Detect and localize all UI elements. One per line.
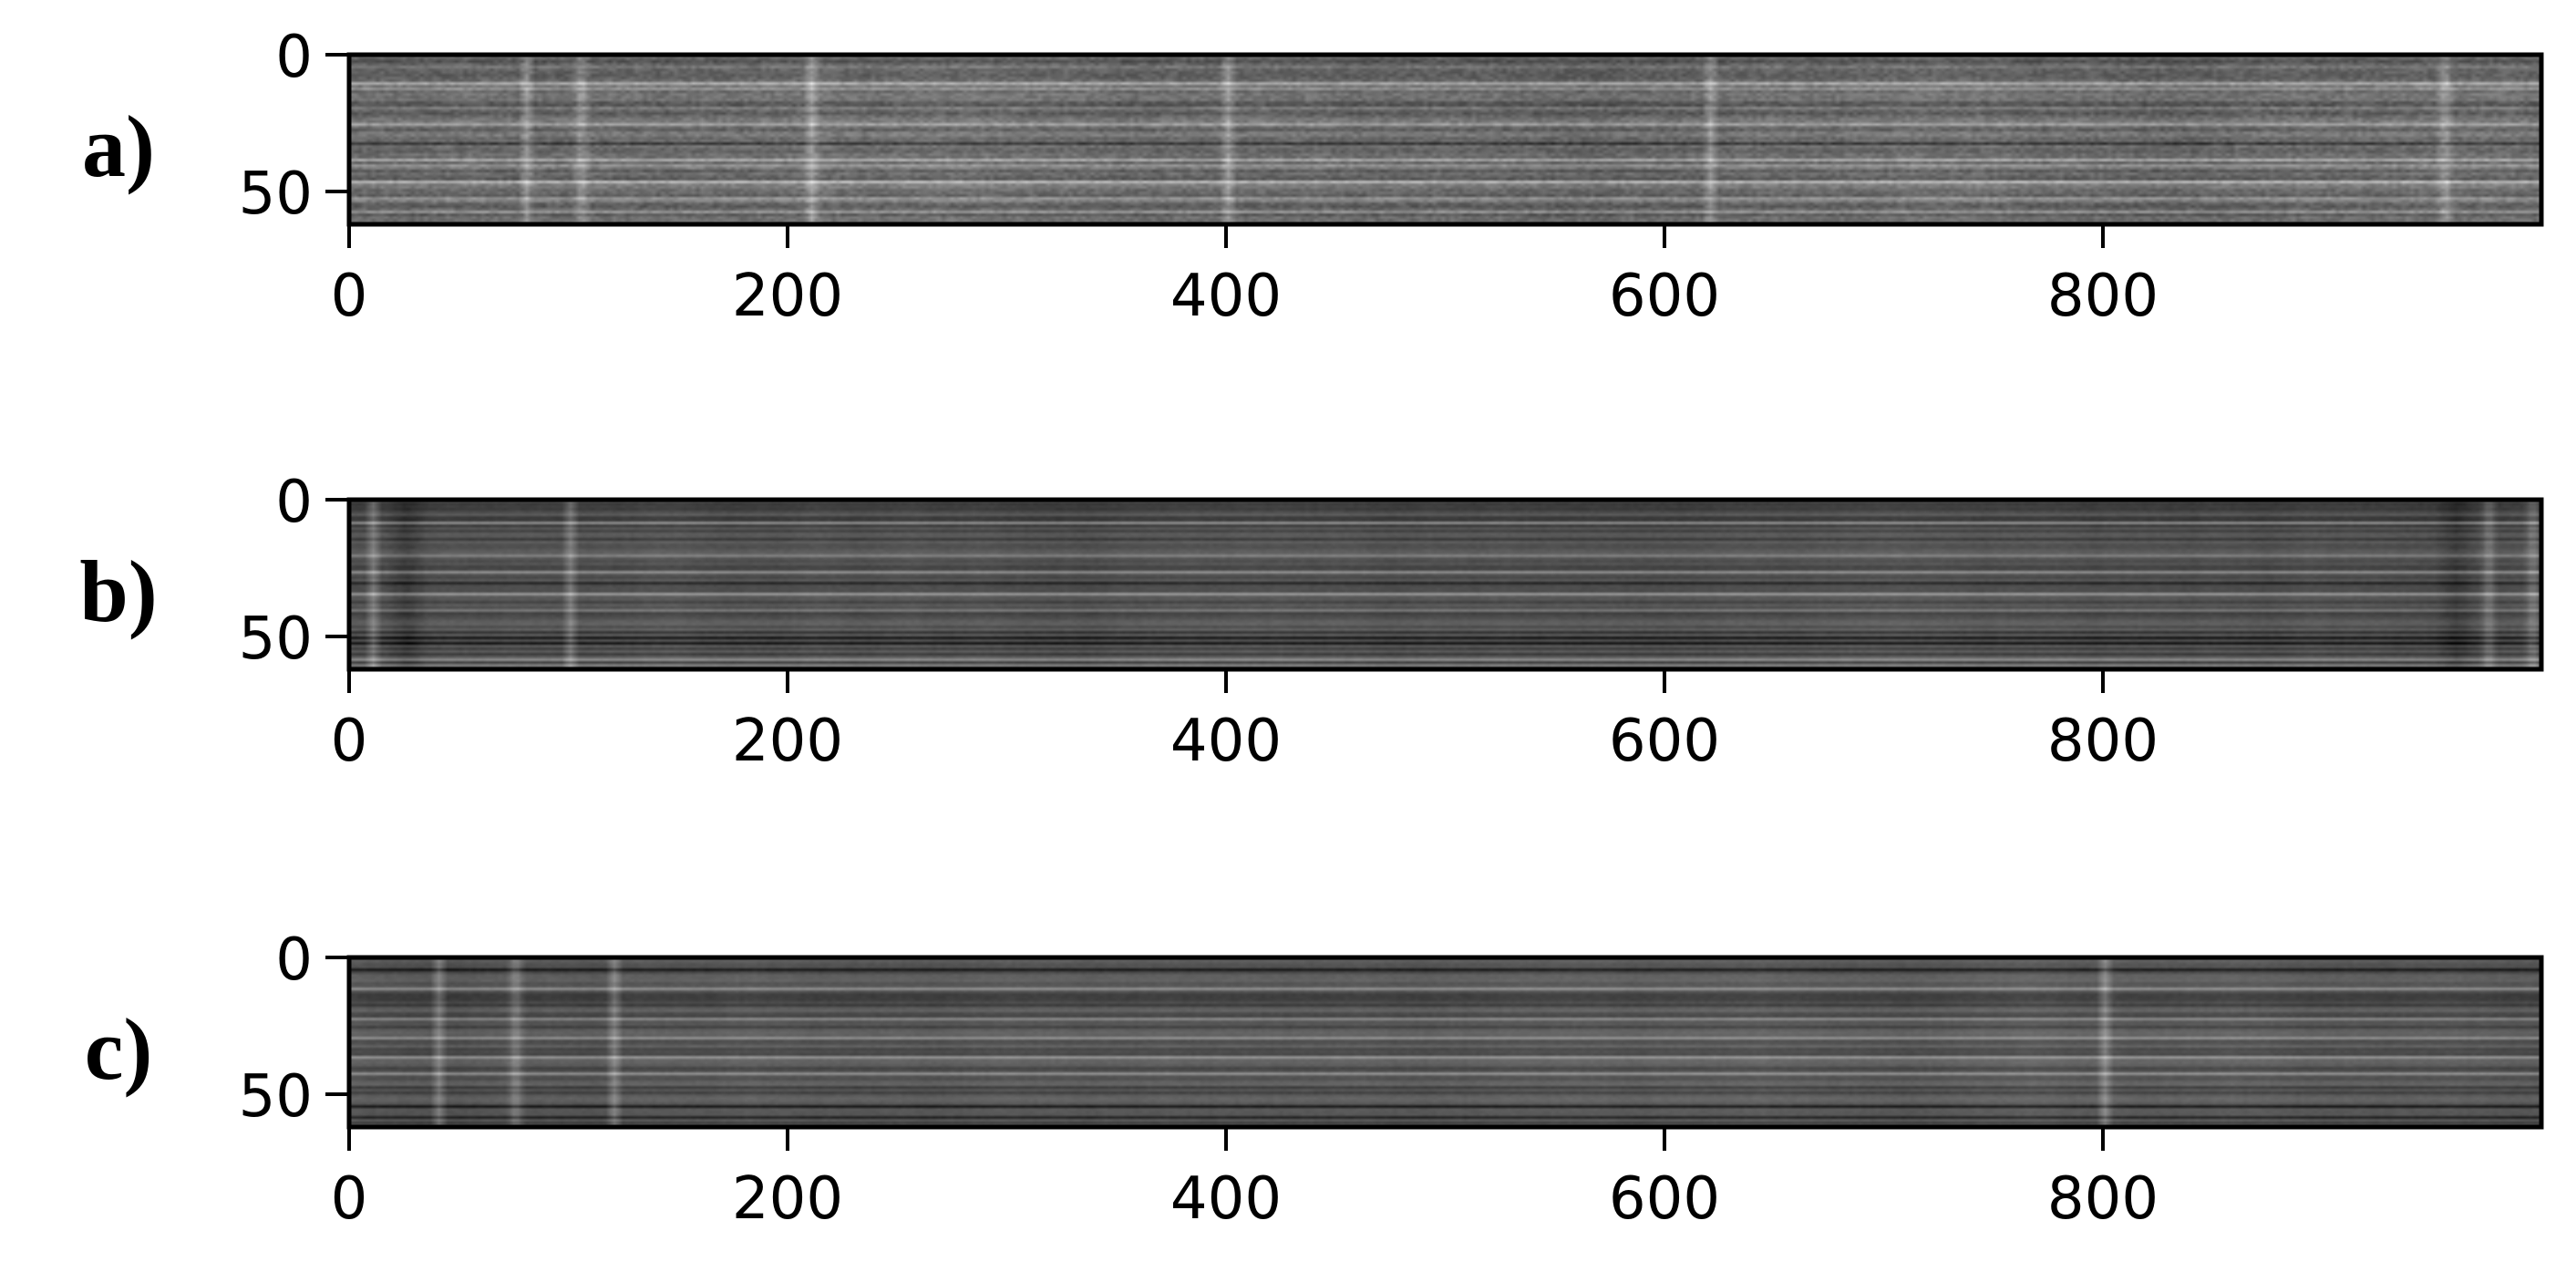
- x-tick-label: 600: [1609, 708, 1720, 775]
- x-tick-label: 800: [2047, 708, 2159, 775]
- x-tick-label: 200: [732, 708, 843, 775]
- panel-label: c): [85, 1000, 153, 1098]
- y-tick-label: 50: [239, 605, 313, 673]
- axes-frame: [346, 955, 2544, 1130]
- panel-label: a): [82, 98, 155, 195]
- heatmap-panel-3: 0 200 400 600 800 0 50 c): [85, 926, 2544, 1233]
- y-tick-label: 50: [239, 160, 313, 228]
- y-tick-label: 0: [275, 926, 313, 994]
- x-tick-label: 400: [1170, 708, 1282, 775]
- y-tick-label: 0: [275, 24, 313, 91]
- x-tick-label: 600: [1609, 1165, 1720, 1233]
- axes-frame: [346, 52, 2544, 227]
- x-tick-label: 400: [1170, 263, 1282, 330]
- x-tick-label: 600: [1609, 263, 1720, 330]
- axes-frame: [346, 497, 2544, 672]
- y-tick-label: 0: [275, 469, 313, 536]
- x-tick-label: 800: [2047, 1165, 2159, 1233]
- heatmap-image: [349, 500, 2541, 669]
- x-tick-label: 400: [1170, 1165, 1282, 1233]
- heatmap-image: [349, 957, 2541, 1127]
- x-tick-label: 0: [331, 263, 368, 330]
- y-tick-label: 50: [239, 1063, 313, 1131]
- heatmap-image: [349, 55, 2541, 224]
- heatmap-panel-2: 0 200 400 600 800 0 50 b): [79, 469, 2544, 775]
- x-tick-label: 0: [331, 708, 368, 775]
- x-tick-label: 800: [2047, 263, 2159, 330]
- x-tick-label: 200: [732, 263, 843, 330]
- x-tick-label: 200: [732, 1165, 843, 1233]
- x-tick-label: 0: [331, 1165, 368, 1233]
- panel-label: b): [79, 543, 157, 640]
- heatmap-panel-1: 0 200 400 600 800 0 50 a): [82, 24, 2544, 330]
